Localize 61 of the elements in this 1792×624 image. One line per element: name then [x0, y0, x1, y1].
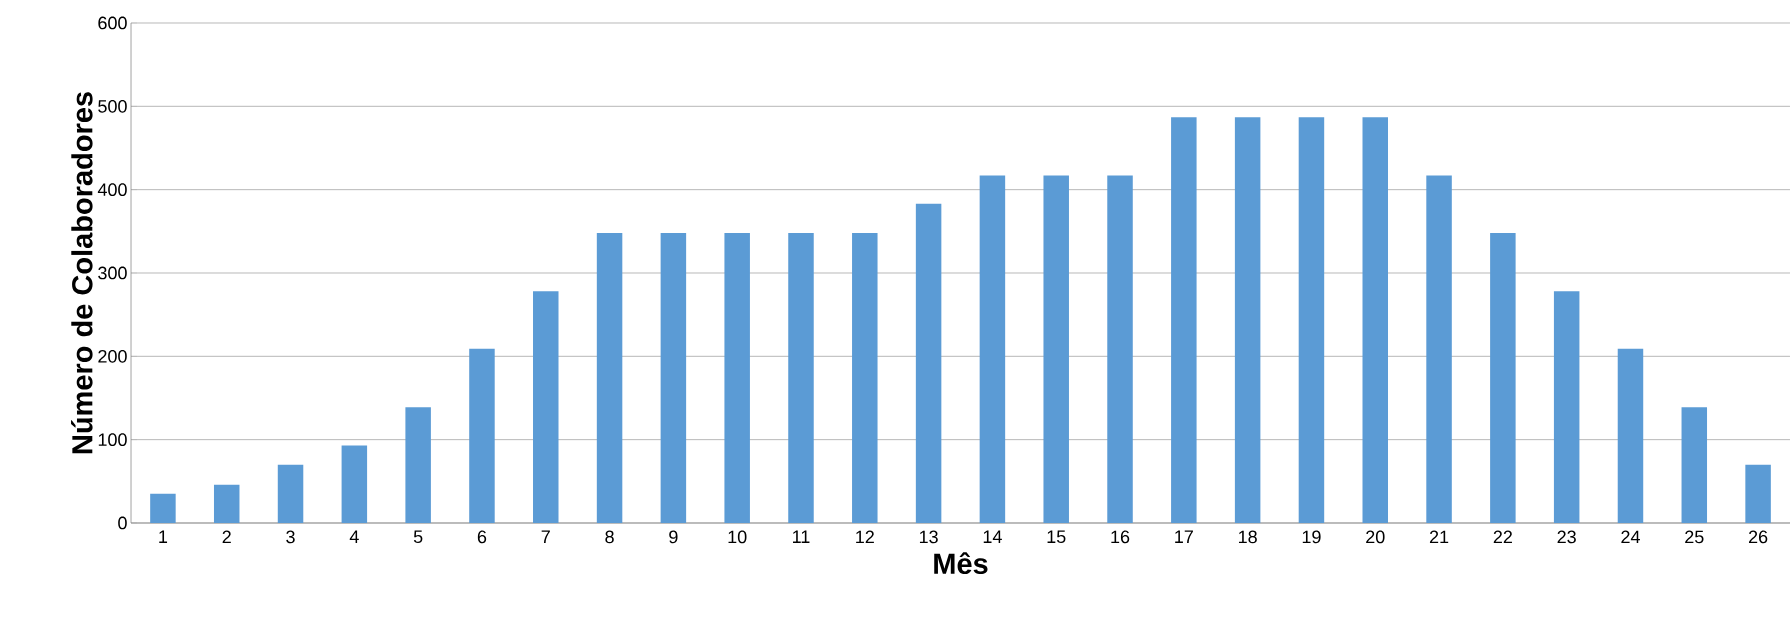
bar [277, 464, 304, 523]
bar [469, 348, 495, 523]
bar [1681, 407, 1708, 523]
y-tick-label: 100 [98, 433, 127, 447]
x-tick-label: 9 [669, 530, 678, 544]
bar [979, 175, 1006, 523]
bar [596, 232, 623, 523]
x-tick-label: 12 [856, 530, 874, 544]
x-tick-label: 24 [1621, 530, 1640, 544]
x-tick-label: 2 [222, 530, 231, 544]
y-tick-label: 400 [97, 183, 127, 197]
bar [852, 232, 878, 523]
bar [788, 232, 814, 523]
x-tick-label: 23 [1557, 530, 1576, 544]
bar [660, 232, 687, 523]
y-tick-label: 600 [98, 16, 127, 30]
x-tick-label: 25 [1685, 530, 1704, 544]
x-tick-label: 1 [159, 530, 168, 543]
bar [1171, 117, 1197, 523]
x-tick-label: 7 [541, 530, 550, 543]
x-tick-label: 15 [1047, 530, 1066, 544]
bar [405, 407, 431, 523]
x-tick-label: 18 [1238, 530, 1257, 544]
x-tick-label: 6 [477, 530, 487, 544]
bar [1107, 175, 1133, 523]
bar [1043, 175, 1069, 523]
bar [915, 203, 942, 523]
y-tick-label: 300 [98, 266, 127, 280]
x-tick-label: 21 [1429, 530, 1449, 544]
x-tick-label: 8 [605, 530, 614, 544]
y-tick-label: 200 [98, 349, 127, 363]
y-tick-label: 0 [118, 516, 127, 530]
y-tick-label: 500 [98, 99, 127, 113]
x-tick-label: 5 [413, 530, 423, 544]
x-tick-label: 10 [728, 530, 747, 544]
bar [1426, 175, 1452, 523]
x-tick-label: 11 [793, 530, 810, 543]
bar [1553, 291, 1580, 523]
y-axis-title: Número de Colaboradores [71, 92, 93, 454]
x-tick-label: 20 [1366, 530, 1385, 544]
x-tick-label: 4 [349, 530, 359, 543]
bar [213, 484, 240, 523]
x-tick-label: 19 [1302, 530, 1321, 544]
bar [533, 291, 559, 523]
bar [150, 493, 176, 523]
bar [1617, 348, 1644, 523]
x-tick-label: 17 [1175, 530, 1193, 543]
bar [724, 232, 750, 523]
x-tick-label: 16 [1111, 530, 1130, 544]
x-tick-label: 26 [1748, 530, 1768, 544]
x-tick-label: 14 [983, 530, 1002, 543]
bar [1234, 117, 1261, 523]
bar [1362, 117, 1388, 523]
x-tick-label: 3 [286, 530, 295, 544]
bar [1745, 464, 1771, 523]
x-axis-title: Mês [934, 552, 988, 575]
bar [341, 445, 368, 523]
bar [1298, 117, 1325, 523]
x-tick-label: 13 [919, 530, 938, 544]
x-tick-label: 22 [1493, 530, 1512, 544]
bar [1490, 232, 1516, 523]
